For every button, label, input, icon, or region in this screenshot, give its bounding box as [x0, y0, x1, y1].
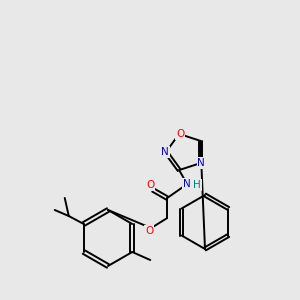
Text: N: N: [197, 158, 205, 168]
Text: N: N: [183, 179, 191, 189]
Text: O: O: [146, 180, 154, 190]
Text: O: O: [145, 226, 153, 236]
Text: N: N: [161, 147, 169, 157]
Text: H: H: [193, 180, 201, 190]
Text: O: O: [176, 129, 184, 139]
